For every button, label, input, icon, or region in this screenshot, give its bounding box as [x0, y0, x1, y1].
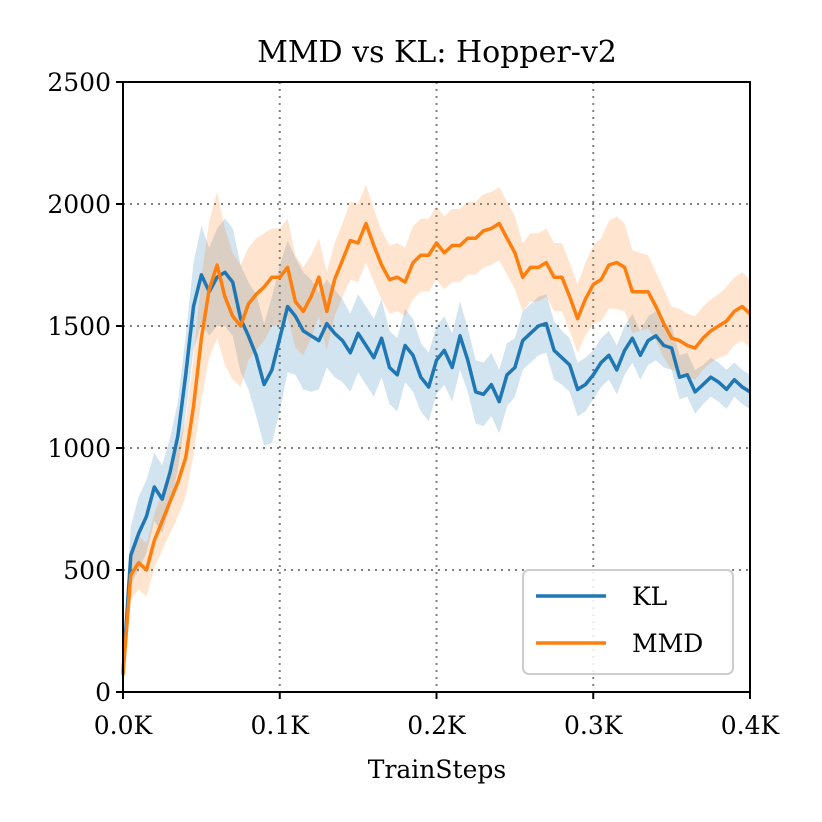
chart-title: MMD vs KL: Hopper-v2 — [257, 35, 617, 70]
y-tick-label-2: 1000 — [47, 434, 111, 463]
x-axis-title: TrainSteps — [368, 755, 506, 784]
x-tick-label-3: 0.3K — [564, 711, 624, 740]
legend-box — [522, 569, 734, 675]
series-line-mmd — [121, 221, 752, 676]
axis-ticks — [116, 81, 751, 699]
x-tick-label-2: 0.2K — [407, 711, 467, 740]
y-tick-label-0: 0 — [95, 678, 111, 707]
legend: KL MMD — [522, 569, 734, 675]
series-line-kl — [121, 270, 751, 673]
x-tick-label-4: 0.4K — [721, 711, 781, 740]
y-tick-label-1: 500 — [63, 556, 111, 585]
y-tick-label-3: 1500 — [47, 312, 111, 341]
band-mmd — [123, 184, 750, 690]
x-tick-labels: 0.0K 0.1K 0.2K 0.3K 0.4K — [94, 711, 781, 740]
x-tick-label-0: 0.0K — [94, 711, 154, 740]
y-tick-label-4: 2000 — [47, 190, 111, 219]
x-tick-label-1: 0.1K — [251, 711, 311, 740]
series-lines — [121, 221, 752, 676]
legend-label-kl: KL — [632, 582, 667, 611]
y-tick-label-5: 2500 — [47, 68, 111, 97]
legend-label-mmd: MMD — [632, 629, 703, 658]
y-tick-labels: 0 500 1000 1500 2000 2500 — [47, 68, 111, 707]
